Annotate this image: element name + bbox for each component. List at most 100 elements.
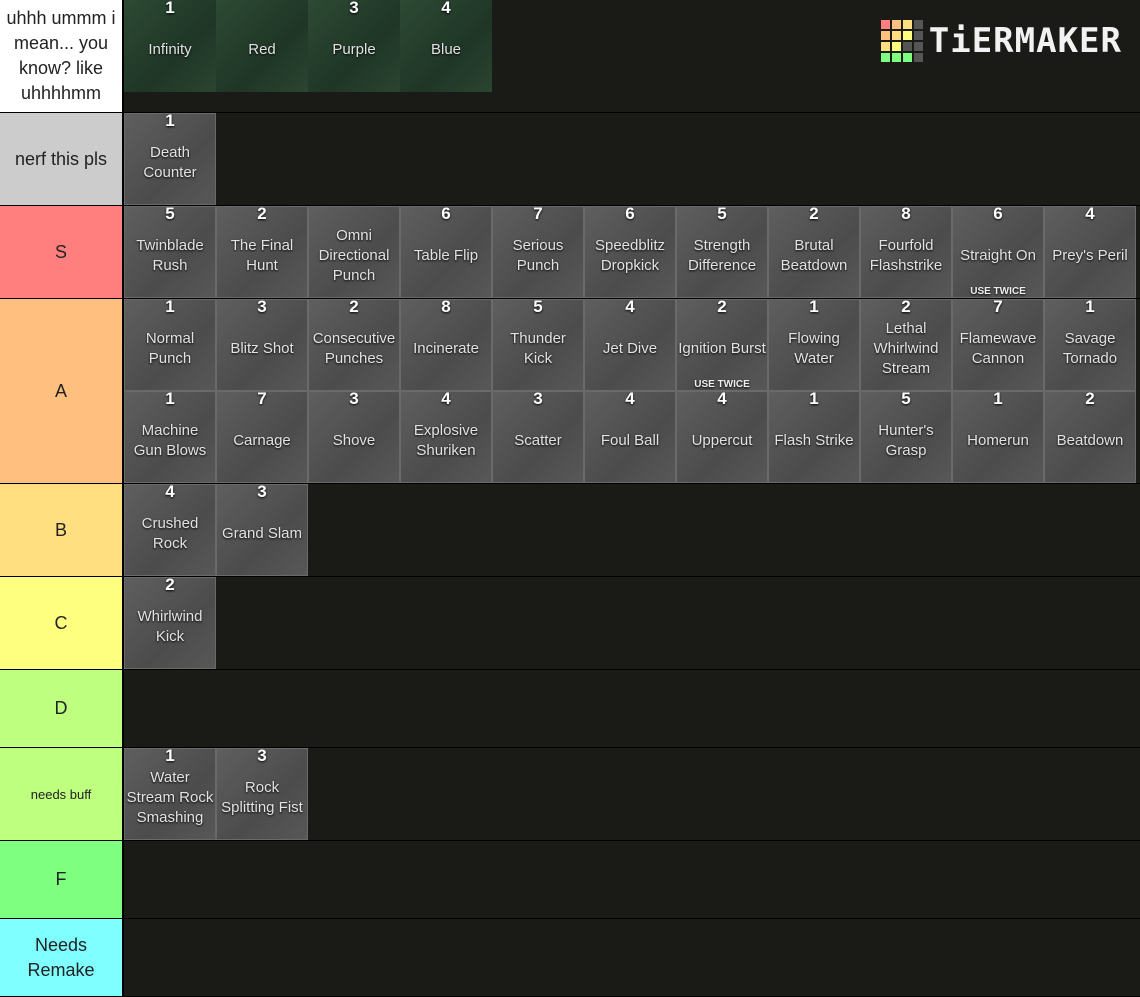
item-name: Grand Slam <box>221 525 303 542</box>
item-number: 3 <box>349 0 359 17</box>
item-name: Crushed Rock <box>141 515 199 552</box>
item-note: USE TWICE <box>694 379 750 390</box>
tier-items: 1 Water Stream Rock Smashing 3 Rock Splitti… <box>124 748 1138 840</box>
item-name: Water Stream Rock Smashing <box>126 769 214 826</box>
item-number: 5 <box>533 299 543 316</box>
item-number: 5 <box>901 391 911 408</box>
tier-row: S 5 Twinblade Rush 2 The Final Hunt Omni Dire… <box>0 206 1140 299</box>
item-number: 2 <box>349 299 359 316</box>
item-name: Serious Punch <box>512 237 564 274</box>
item-tile: 6 Table Flip <box>400 206 492 298</box>
item-number: 8 <box>901 206 911 223</box>
item-tile: 8 Fourfold Flashstrike <box>860 206 952 298</box>
item-name: Carnage <box>233 432 291 449</box>
tier-row: uhhh ummm i mean... you know? like uhhhh… <box>0 0 1140 113</box>
item-tile: 2 Beatdown <box>1044 391 1136 483</box>
item-tile: 5 Strength Difference <box>676 206 768 298</box>
item-tile: 6 Speedblitz Dropkick <box>584 206 676 298</box>
item-tile: 2 Ignition Burst USE TWICE <box>676 299 768 391</box>
tier-label: A <box>0 299 124 483</box>
tier-label: S <box>0 206 124 298</box>
item-tile: 4 Crushed Rock <box>124 484 216 576</box>
item-number: 1 <box>165 748 175 765</box>
item-tile: 7 Serious Punch <box>492 206 584 298</box>
item-tile: 4 Blue <box>400 0 492 92</box>
tier-label: needs buff <box>0 748 124 840</box>
item-name: Ignition Burst <box>678 340 766 357</box>
item-name: Red <box>248 41 276 58</box>
item-tile: 3 Grand Slam <box>216 484 308 576</box>
item-number: 2 <box>717 299 727 316</box>
item-tile: 6 Straight On USE TWICE <box>952 206 1044 298</box>
item-number: 1 <box>1085 299 1095 316</box>
item-tile: 2 Lethal Whirlwind Stream <box>860 299 952 391</box>
item-number: 5 <box>717 206 727 223</box>
item-name: Savage Tornado <box>1062 330 1118 367</box>
item-name: Infinity <box>148 41 192 58</box>
item-name: Whirlwind Kick <box>137 608 203 645</box>
item-name: Scatter <box>514 432 562 449</box>
item-number: 4 <box>717 391 727 408</box>
tier-items <box>124 919 1138 996</box>
item-name: Flowing Water <box>788 330 840 367</box>
item-tile: 1 Homerun <box>952 391 1044 483</box>
tier-items: 4 Crushed Rock 3 Grand Slam <box>124 484 1138 576</box>
item-name: Prey's Peril <box>1052 247 1128 264</box>
item-name: Foul Ball <box>600 432 660 449</box>
item-number: 2 <box>1085 391 1095 408</box>
tier-row: C 2 Whirlwind Kick <box>0 577 1140 670</box>
tier-items: 1 Infinity Red 3 Purple 4 Blue <box>124 0 1138 112</box>
item-tile: 3 Purple <box>308 0 400 92</box>
item-number: 2 <box>809 206 819 223</box>
item-tile: 5 Hunter's Grasp <box>860 391 952 483</box>
item-number: 1 <box>165 0 175 17</box>
item-name: Shove <box>332 432 376 449</box>
item-name: Explosive Shuriken <box>413 422 479 459</box>
item-tile: 3 Blitz Shot <box>216 299 308 391</box>
item-number: 3 <box>349 391 359 408</box>
item-number: 3 <box>257 748 267 765</box>
tier-items <box>124 841 1138 918</box>
item-tile: 5 Thunder Kick <box>492 299 584 391</box>
item-number: 6 <box>993 206 1003 223</box>
item-name: Brutal Beatdown <box>780 237 848 274</box>
item-name: Homerun <box>967 432 1029 449</box>
logo-text: TiERMAKER <box>928 21 1122 61</box>
tier-items: 1 Death Counter <box>124 113 1138 205</box>
item-tile: 4 Foul Ball <box>584 391 676 483</box>
item-number: 1 <box>993 391 1003 408</box>
item-tile: 2 Brutal Beatdown <box>768 206 860 298</box>
item-name: Fourfold Flashstrike <box>869 237 943 274</box>
item-number: 1 <box>809 299 819 316</box>
tier-row: needs buff 1 Water Stream Rock Smashing 3 Ro… <box>0 748 1140 841</box>
item-name: Lethal Whirlwind Stream <box>873 320 939 377</box>
item-tile: 2 The Final Hunt <box>216 206 308 298</box>
item-name: Uppercut <box>691 432 753 449</box>
tier-label: D <box>0 670 124 747</box>
tier-label: F <box>0 841 124 918</box>
item-number: 8 <box>441 299 451 316</box>
item-name: Strength Difference <box>687 237 757 274</box>
item-name: Beatdown <box>1056 432 1124 449</box>
item-tile: 7 Carnage <box>216 391 308 483</box>
item-name: Purple <box>332 41 376 58</box>
item-number: 1 <box>809 391 819 408</box>
item-tile: 3 Shove <box>308 391 400 483</box>
item-tile: 4 Uppercut <box>676 391 768 483</box>
tier-items <box>124 670 1138 747</box>
tier-row: F <box>0 841 1140 919</box>
item-number: 6 <box>441 206 451 223</box>
item-name: Hunter's Grasp <box>878 422 934 459</box>
tier-label: nerf this pls <box>0 113 124 205</box>
item-name: Rock Splitting Fist <box>221 779 303 816</box>
item-number: 6 <box>625 206 635 223</box>
item-tile: 4 Explosive Shuriken <box>400 391 492 483</box>
item-number: 4 <box>441 391 451 408</box>
item-number: 7 <box>993 299 1003 316</box>
item-number: 1 <box>165 113 175 130</box>
item-tile: Omni Directional Punch <box>308 206 400 298</box>
item-tile: 7 Flamewave Cannon <box>952 299 1044 391</box>
item-name: Incinerate <box>413 340 479 357</box>
item-name: Straight On <box>960 247 1036 264</box>
